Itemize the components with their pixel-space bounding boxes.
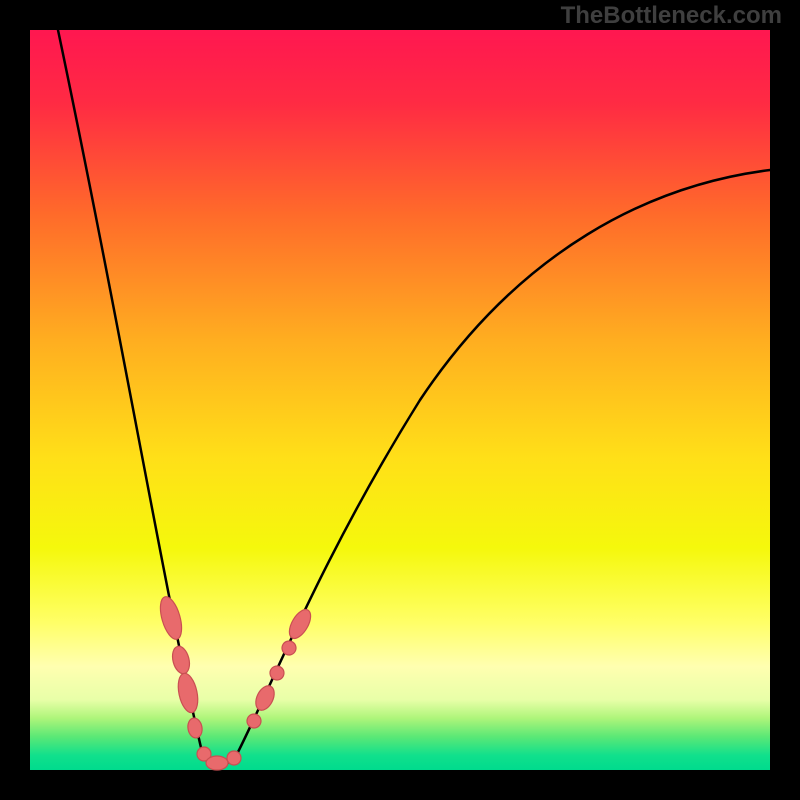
curve-point-marker [279, 638, 298, 657]
curve-point-marker [175, 672, 201, 715]
curve-point-marker [227, 751, 241, 765]
chart-frame: TheBottleneck.com [0, 0, 800, 800]
curve-point-marker [245, 712, 263, 730]
bottleneck-curve-layer [0, 0, 800, 800]
curve-point-marker [186, 717, 203, 739]
curve-point-marker [252, 683, 278, 713]
curve-point-marker [170, 644, 192, 675]
bottleneck-curve [58, 30, 770, 765]
curve-point-marker [285, 606, 315, 642]
watermark-label: TheBottleneck.com [561, 2, 782, 30]
curve-point-marker [206, 756, 228, 770]
curve-point-markers [156, 594, 315, 770]
curve-point-marker [268, 664, 287, 683]
curve-point-marker [156, 594, 185, 641]
